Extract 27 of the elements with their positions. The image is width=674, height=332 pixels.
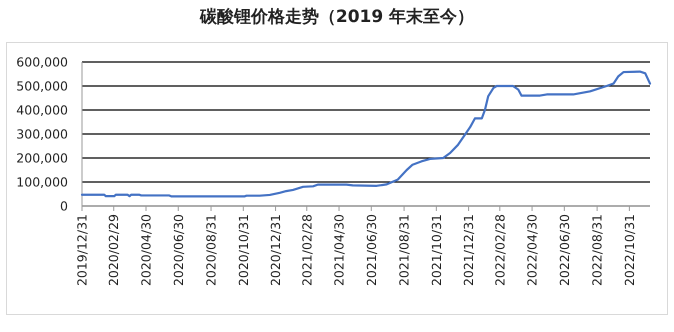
x-tick-label: 2021/08/31 [396,214,412,286]
x-tick-label: 2021/12/31 [461,214,476,286]
x-tick-label: 2022/10/31 [622,214,637,286]
x-tick-label: 2022/02/28 [492,214,508,286]
y-tick-label: 100,000 [16,174,68,190]
x-tick-label: 2019/12/31 [74,214,90,286]
x-tick-label: 2020/08/31 [204,214,219,286]
x-tick-label: 2022/06/30 [556,214,572,286]
y-tick-label: 200,000 [16,150,68,166]
x-tick-label: 2021/04/30 [332,214,347,286]
x-tick-label: 2020/12/31 [268,214,284,286]
y-tick-label: 600,000 [16,54,68,70]
chart-title: 碳酸锂价格走势（2019 年末至今） [198,7,474,27]
y-tick-label: 500,000 [16,78,68,94]
x-tick-label: 2020/02/29 [106,214,122,286]
y-tick-label: 0 [60,198,68,214]
x-tick-label: 2021/06/30 [364,214,379,286]
x-tick-label: 2020/06/30 [170,214,186,286]
x-tick-label: 2021/10/31 [428,214,444,286]
x-tick-label: 2022/08/31 [590,214,605,286]
y-tick-label: 300,000 [16,126,68,142]
x-tick-label: 2021/02/28 [299,214,314,286]
x-tick-label: 2022/04/30 [524,214,540,286]
x-tick-label: 2020/10/31 [236,214,251,286]
y-tick-label: 400,000 [16,102,68,118]
x-tick-label: 2020/04/30 [138,214,154,286]
line-series [80,70,652,198]
